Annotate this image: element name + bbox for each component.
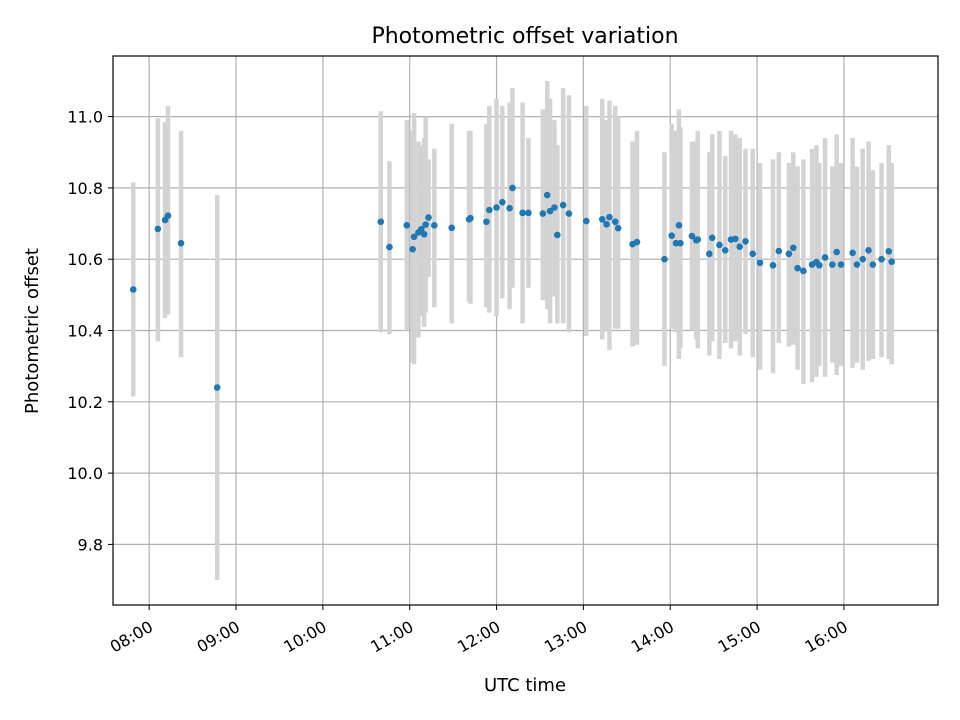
data-point	[611, 218, 619, 226]
data-point	[546, 207, 554, 215]
data-point	[606, 213, 613, 221]
data-point	[869, 261, 877, 268]
y-tick-label: 10.6	[67, 250, 103, 269]
data-point	[694, 236, 702, 243]
data-point	[177, 239, 185, 247]
data-point	[559, 201, 567, 209]
data-point	[509, 184, 516, 192]
data-point	[661, 255, 668, 263]
data-point	[506, 204, 513, 212]
y-tick-label: 11.0	[67, 108, 103, 127]
data-point	[377, 218, 385, 226]
data-point	[386, 243, 393, 251]
data-point	[721, 246, 729, 254]
data-point	[742, 238, 749, 245]
data-point	[706, 250, 713, 258]
data-point	[582, 217, 590, 225]
data-point	[483, 218, 490, 226]
data-point	[525, 209, 532, 217]
data-point	[816, 261, 823, 269]
data-points	[129, 184, 895, 391]
data-point	[129, 286, 137, 293]
data-point	[598, 215, 606, 223]
grid	[113, 56, 938, 605]
data-point	[775, 247, 783, 255]
data-point	[164, 212, 172, 220]
data-point	[888, 258, 895, 265]
data-point	[403, 222, 411, 229]
data-point	[519, 209, 526, 217]
data-point	[885, 248, 893, 255]
data-point	[425, 214, 432, 221]
data-point	[800, 267, 807, 275]
data-point	[789, 244, 797, 252]
y-tick-label: 9.8	[78, 535, 103, 554]
data-point	[708, 234, 716, 242]
data-point	[614, 224, 622, 232]
data-point	[677, 239, 684, 247]
data-point	[431, 222, 438, 229]
data-point	[749, 250, 757, 258]
data-point	[603, 220, 610, 228]
data-point	[467, 214, 474, 222]
data-point	[633, 238, 641, 246]
data-point	[821, 254, 829, 261]
chart-title: Photometric offset variation	[371, 24, 678, 49]
data-point	[675, 222, 683, 229]
data-point	[410, 233, 418, 241]
data-point	[849, 249, 856, 257]
data-point	[213, 384, 221, 391]
data-point	[716, 241, 723, 249]
data-point	[732, 235, 739, 243]
y-tick-label: 10.0	[67, 464, 103, 483]
y-tick-label: 10.2	[67, 393, 103, 412]
data-point	[736, 243, 744, 251]
data-point	[859, 255, 867, 263]
data-point	[794, 264, 801, 272]
data-point	[829, 261, 836, 268]
data-point	[422, 221, 429, 228]
data-point	[551, 204, 558, 211]
data-point	[853, 261, 861, 268]
data-point	[499, 198, 506, 206]
y-axis-title: Photometric offset	[22, 248, 43, 414]
y-tick-label: 10.8	[67, 179, 103, 198]
data-point	[756, 259, 764, 267]
data-point	[539, 210, 547, 217]
data-point	[409, 245, 416, 253]
data-point	[554, 231, 561, 239]
data-point	[769, 261, 777, 269]
data-point	[878, 255, 885, 263]
data-point	[785, 250, 793, 258]
x-axis-title: UTC time	[484, 675, 566, 696]
data-point	[865, 246, 872, 254]
data-point	[154, 225, 162, 233]
data-point	[448, 224, 455, 232]
data-point	[668, 232, 675, 239]
data-point	[486, 206, 493, 214]
y-axis-ticks: 9.8 10.0 10.2 10.4 10.6 10.8 11.0	[67, 108, 113, 554]
data-point	[417, 225, 425, 233]
data-point	[420, 230, 428, 238]
data-point	[833, 248, 840, 256]
data-point	[493, 204, 500, 211]
data-point	[837, 261, 845, 268]
data-point	[543, 191, 551, 199]
data-point	[688, 232, 696, 240]
y-tick-label: 10.4	[67, 322, 103, 341]
data-point	[565, 210, 573, 217]
